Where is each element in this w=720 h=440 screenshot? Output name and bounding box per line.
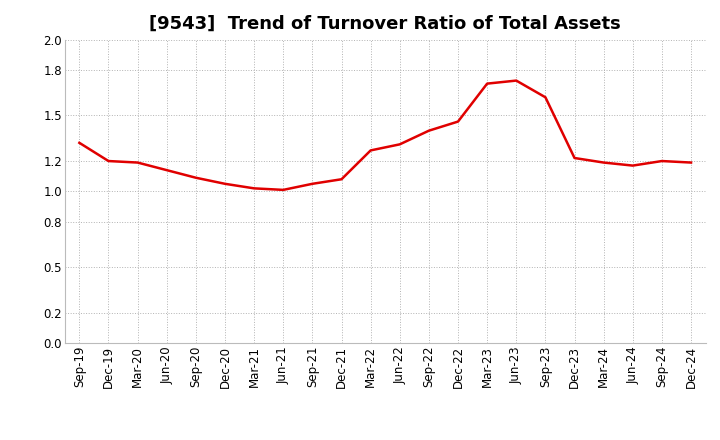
- Title: [9543]  Trend of Turnover Ratio of Total Assets: [9543] Trend of Turnover Ratio of Total …: [149, 15, 621, 33]
